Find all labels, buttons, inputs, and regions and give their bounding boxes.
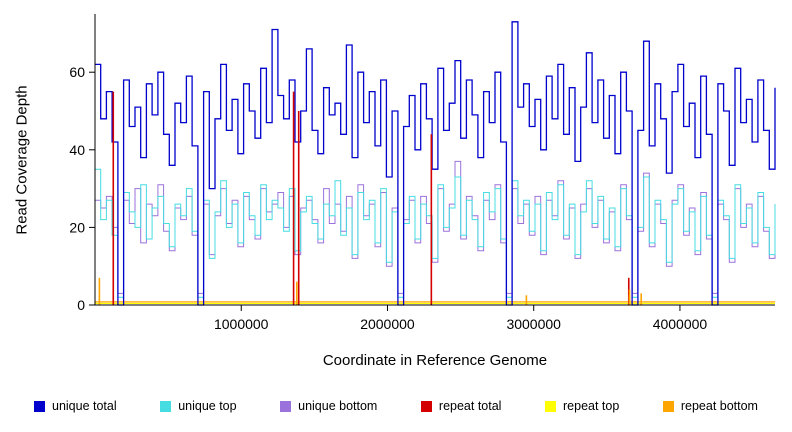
legend-item-repeat-top: repeat top [545,399,619,413]
legend-swatch-unique-top-icon [160,400,172,412]
legend-label-unique-top: unique top [178,399,237,413]
legend-swatch-repeat-top-icon [545,400,556,412]
svg-text:4000000: 4000000 [653,316,708,332]
legend-label-repeat-total: repeat total [438,399,502,413]
svg-text:60: 60 [69,64,85,80]
x-axis-label: Coordinate in Reference Genome [322,352,548,369]
legend-label-repeat-bottom: repeat bottom [680,399,758,413]
legend-item-repeat-total: repeat total [420,399,502,413]
legend-item-unique-top: unique top [160,399,237,413]
legend-item-unique-bottom: unique bottom [280,399,377,413]
svg-text:20: 20 [69,219,85,235]
legend-swatch-repeat-total-icon [420,400,432,412]
legend-swatch-unique-bottom-icon [280,400,292,412]
legend-item-repeat-bottom: repeat bottom [662,399,758,413]
svg-text:0: 0 [77,297,85,313]
legend-label-unique-bottom: unique bottom [298,399,378,413]
legend-item-unique-total: unique total [34,399,117,413]
legend-label-repeat-top: repeat top [563,399,620,413]
legend: unique total unique top unique bottom re… [0,399,792,413]
legend-swatch-repeat-bottom-icon [662,400,674,412]
svg-text:40: 40 [69,142,85,158]
svg-text:3000000: 3000000 [506,316,561,332]
y-axis-label: Read Coverage Depth [13,85,31,235]
svg-text:1000000: 1000000 [214,316,269,332]
legend-label-unique-total: unique total [52,399,117,413]
legend-swatch-unique-total-icon [34,400,45,412]
svg-text:2000000: 2000000 [360,316,415,332]
